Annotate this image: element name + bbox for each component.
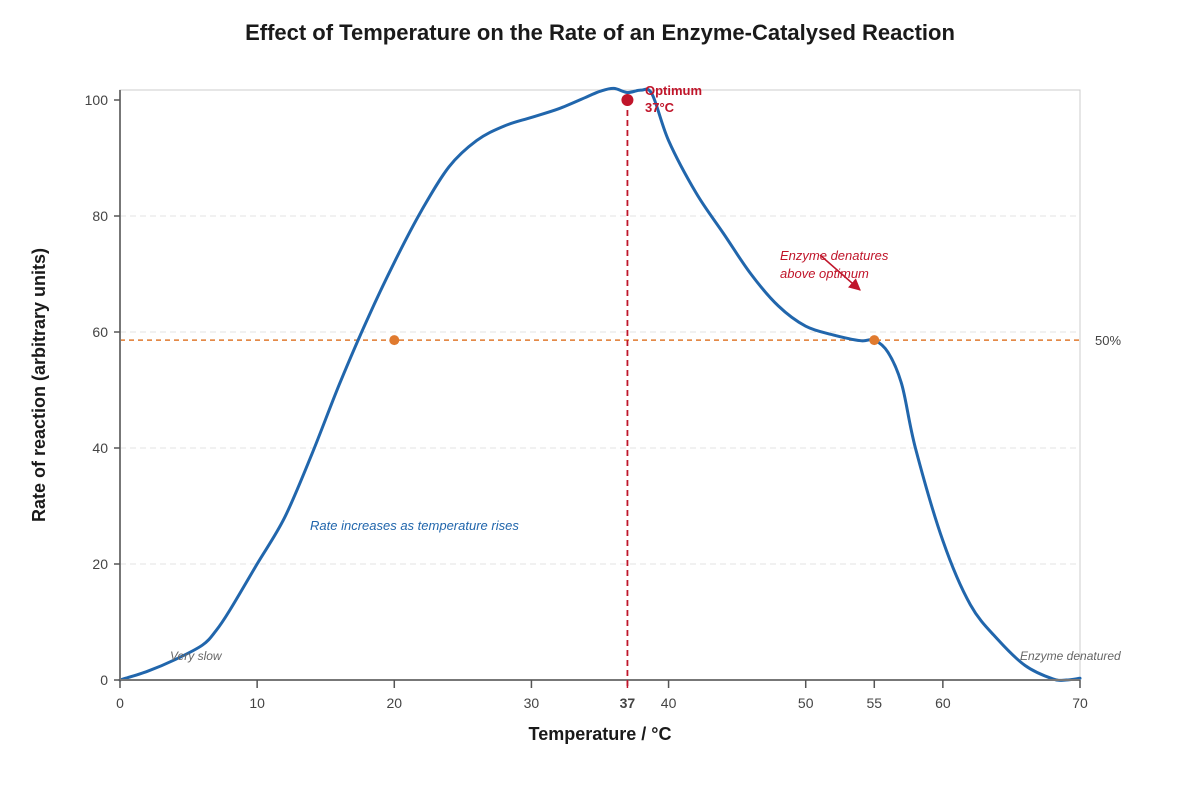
x-tick-label: 50 — [798, 695, 814, 711]
x-tick-label: 40 — [661, 695, 677, 711]
x-tick-label: 55 — [866, 695, 882, 711]
half-rate-point — [869, 335, 880, 346]
grid — [120, 215, 1080, 565]
y-tick-label: 20 — [92, 556, 108, 572]
half-rate-label: 50% — [1095, 333, 1121, 348]
x-tick-label: 0 — [116, 695, 124, 711]
series-line-0 — [118, 86, 1082, 682]
annotation-arrow — [819, 254, 861, 291]
optimum-label-line1: Optimum — [645, 83, 702, 98]
annotation-denatures-line2: above optimum — [780, 266, 869, 281]
x-axis-label: Temperature / °C — [529, 724, 672, 744]
optimum-point — [621, 94, 634, 106]
annotation-very-slow: Very slow — [170, 649, 223, 663]
x-tick-label: 20 — [386, 695, 402, 711]
series — [118, 86, 1082, 682]
annotation-denatures-line1: Enzyme denatures — [780, 248, 889, 263]
annotation-enzyme-denatured: Enzyme denatured — [1020, 649, 1121, 663]
plot-frame — [119, 89, 1081, 681]
optimum-label-line2: 37°C — [645, 100, 675, 115]
y-tick-label: 60 — [92, 324, 108, 340]
x-tick-label: 60 — [935, 695, 951, 711]
x-tick-label: 37 — [620, 695, 636, 711]
chart-title: Effect of Temperature on the Rate of an … — [245, 20, 955, 45]
y-ticks: 0 20 40 60 80 100 — [85, 92, 120, 688]
annotation-rate-increases: Rate increases as temperature rises — [310, 518, 519, 533]
y-axis-label: Rate of reaction (arbitrary units) — [29, 248, 49, 522]
x-tick-label: 70 — [1072, 695, 1088, 711]
markers — [389, 94, 880, 346]
y-tick-label: 100 — [85, 92, 109, 108]
y-tick-label: 40 — [92, 440, 108, 456]
x-tick-label: 30 — [524, 695, 540, 711]
x-ticks: 0 10 20 30 37 40 50 55 60 70 — [116, 680, 1088, 711]
y-tick-label: 0 — [100, 672, 108, 688]
y-tick-label: 80 — [92, 208, 108, 224]
half-rate-point — [389, 335, 400, 346]
x-tick-label: 10 — [249, 695, 265, 711]
